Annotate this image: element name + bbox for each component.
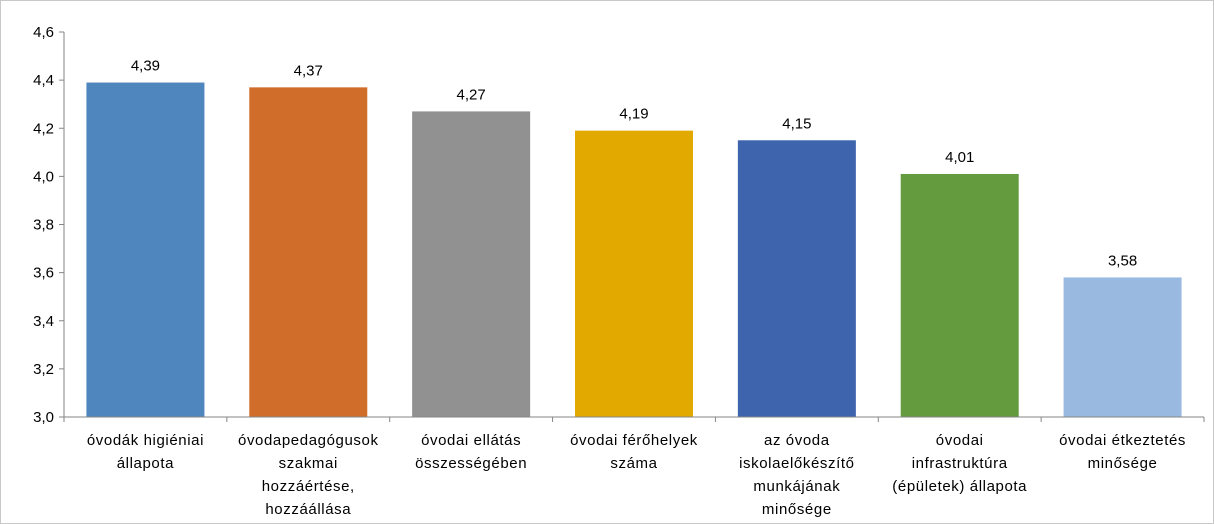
x-tick-label: óvodák higiéniai állapota xyxy=(87,432,204,472)
x-tick-label: óvodai ellátás összességében xyxy=(415,432,527,472)
x-tick-label: óvodapedagógusok szakmai hozzáértése, hozzá… xyxy=(238,432,379,518)
data-label: 4,01 xyxy=(945,149,974,166)
y-tick-label: 3,6 xyxy=(33,265,54,282)
data-label: 4,27 xyxy=(457,86,486,103)
data-label: 4,15 xyxy=(782,115,811,132)
bar xyxy=(412,111,531,417)
y-tick-label: 3,8 xyxy=(33,217,54,234)
y-tick-label: 3,4 xyxy=(33,313,54,330)
bar xyxy=(1063,277,1182,417)
y-tick-label: 4,6 xyxy=(33,24,54,41)
bar xyxy=(737,140,856,417)
x-tick-label: óvodai férőhelyek száma xyxy=(570,432,698,472)
data-label: 4,37 xyxy=(294,62,323,79)
y-tick-label: 4,0 xyxy=(33,168,54,185)
data-label: 4,19 xyxy=(619,106,648,123)
bar xyxy=(249,87,368,417)
bar xyxy=(900,173,1019,417)
y-tick-label: 4,4 xyxy=(33,72,54,89)
data-label: 4,39 xyxy=(131,58,160,75)
x-tick-label: óvodai étkeztetés minősége xyxy=(1059,432,1186,472)
bar xyxy=(86,82,205,417)
bar xyxy=(575,130,693,417)
y-tick-label: 3,2 xyxy=(33,361,54,378)
data-label: 3,58 xyxy=(1108,252,1137,269)
y-tick-label: 3,0 xyxy=(33,409,54,426)
x-tick-label: az óvoda iskolaelőkészítő munkájának minősé… xyxy=(739,432,855,518)
x-tick-label: óvodai infrastruktúra (épületek) állapota xyxy=(892,432,1027,495)
y-tick-label: 4,2 xyxy=(33,120,54,137)
